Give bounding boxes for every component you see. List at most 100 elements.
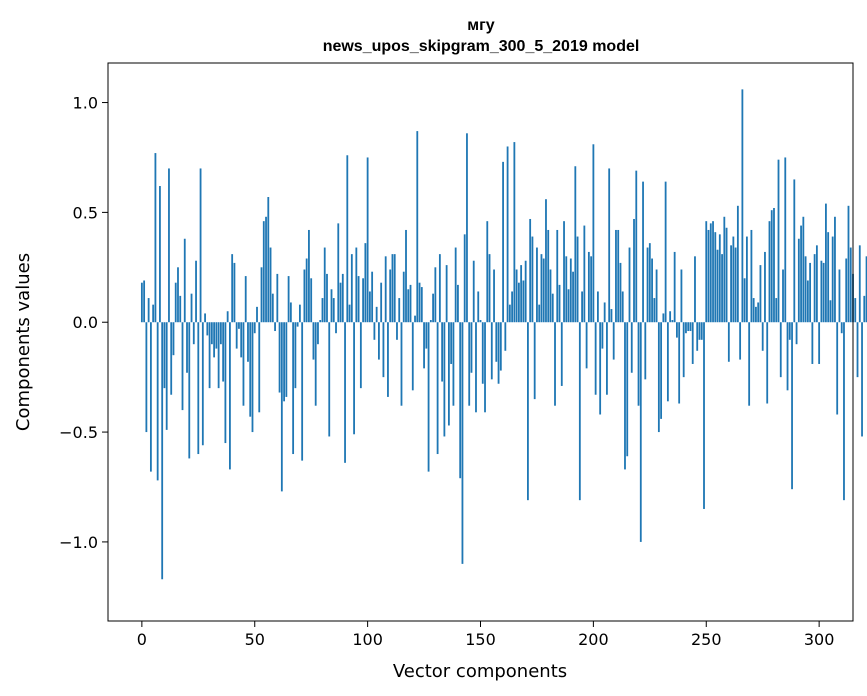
bar-88: [339, 282, 342, 323]
bar-24: [195, 260, 197, 323]
bar-270: [750, 229, 753, 323]
bar-276: [764, 251, 766, 323]
bar-136: [447, 322, 450, 426]
bar-248: [700, 322, 703, 340]
bar-114: [398, 298, 401, 323]
bar-110: [389, 269, 392, 323]
bar-220: [637, 322, 640, 406]
bar-118: [407, 289, 410, 323]
bar-43: [238, 322, 240, 329]
bar-194: [578, 322, 581, 501]
bar-140: [457, 284, 459, 323]
bar-15: [174, 282, 177, 323]
plot-frame: [107, 62, 854, 622]
bar-6: [154, 153, 157, 323]
bar-213: [621, 291, 624, 323]
bar-303: [825, 203, 827, 323]
bar-85: [332, 298, 335, 323]
bar-209: [612, 322, 615, 360]
bar-121: [414, 315, 416, 323]
bar-192: [574, 166, 577, 323]
bar-163: [508, 304, 511, 323]
bar-227: [653, 298, 656, 323]
bar-183: [554, 322, 556, 406]
bar-156: [493, 269, 495, 323]
bar-143: [463, 234, 466, 323]
bar-66: [289, 302, 292, 323]
bar-80: [321, 298, 324, 323]
bar-30: [208, 322, 211, 389]
bar-291: [797, 238, 800, 323]
bar-211: [617, 229, 620, 323]
bar-206: [606, 322, 608, 395]
y-tick-label-4: 1.0: [73, 94, 98, 113]
x-tick-label-200: 200: [578, 630, 609, 649]
bar-296: [809, 262, 812, 323]
bar-320: [863, 295, 866, 323]
bar-216: [628, 247, 631, 323]
x-axis-label: Vector components: [393, 661, 567, 682]
bar-96: [357, 276, 360, 323]
bar-18: [181, 322, 184, 411]
bar-100: [366, 157, 369, 323]
bar-179: [545, 199, 547, 323]
bar-302: [822, 262, 825, 323]
bar-176: [538, 304, 541, 323]
bar-17: [179, 295, 182, 323]
bar-214: [624, 322, 626, 470]
bar-101: [368, 291, 371, 323]
bar-3: [147, 298, 150, 323]
bar-63: [283, 322, 285, 402]
bar-226: [651, 258, 653, 323]
bar-317: [856, 322, 859, 378]
bar-52: [258, 322, 261, 413]
bar-119: [409, 284, 412, 323]
bar-35: [219, 322, 222, 345]
bar-31: [210, 322, 213, 345]
x-tick-label-300: 300: [804, 630, 835, 649]
bar-41: [233, 262, 236, 323]
bar-314: [849, 247, 852, 323]
bar-235: [671, 320, 674, 323]
bar-229: [657, 322, 660, 433]
bar-204: [601, 322, 604, 349]
bar-175: [536, 247, 538, 323]
bar-46: [244, 276, 247, 323]
bar-241: [685, 322, 687, 334]
bar-238: [678, 322, 681, 404]
bar-148: [475, 322, 477, 413]
bar-297: [811, 322, 814, 364]
y-axis-ticks: −1.0 −0.5 0.0 0.5 1.0: [59, 94, 108, 552]
bar-111: [391, 254, 394, 323]
bar-7: [156, 322, 159, 481]
bar-40: [231, 254, 234, 323]
bar-125: [423, 322, 425, 369]
bar-247: [698, 322, 701, 340]
bar-319: [861, 322, 863, 437]
bar-310: [840, 322, 843, 334]
bar-91: [346, 155, 349, 323]
bar-115: [400, 322, 403, 406]
bar-11: [165, 322, 168, 430]
bar-104: [375, 306, 378, 323]
bar-134: [443, 322, 446, 437]
bar-34: [217, 322, 220, 389]
bar-169: [522, 280, 525, 323]
bar-27: [201, 322, 204, 446]
bar-25: [197, 322, 200, 455]
bar-281: [775, 298, 778, 323]
bar-172: [529, 218, 532, 323]
bar-0: [140, 282, 143, 323]
bar-171: [527, 322, 529, 501]
bar-234: [669, 311, 672, 323]
bar-113: [396, 322, 398, 340]
bar-126: [425, 322, 428, 349]
bar-57: [269, 247, 272, 323]
bar-299: [815, 245, 818, 323]
bar-36: [222, 322, 225, 382]
bar-72: [303, 269, 306, 323]
bar-166: [515, 269, 518, 323]
bar-262: [732, 236, 735, 323]
bar-108: [384, 256, 387, 323]
bar-231: [662, 313, 665, 323]
